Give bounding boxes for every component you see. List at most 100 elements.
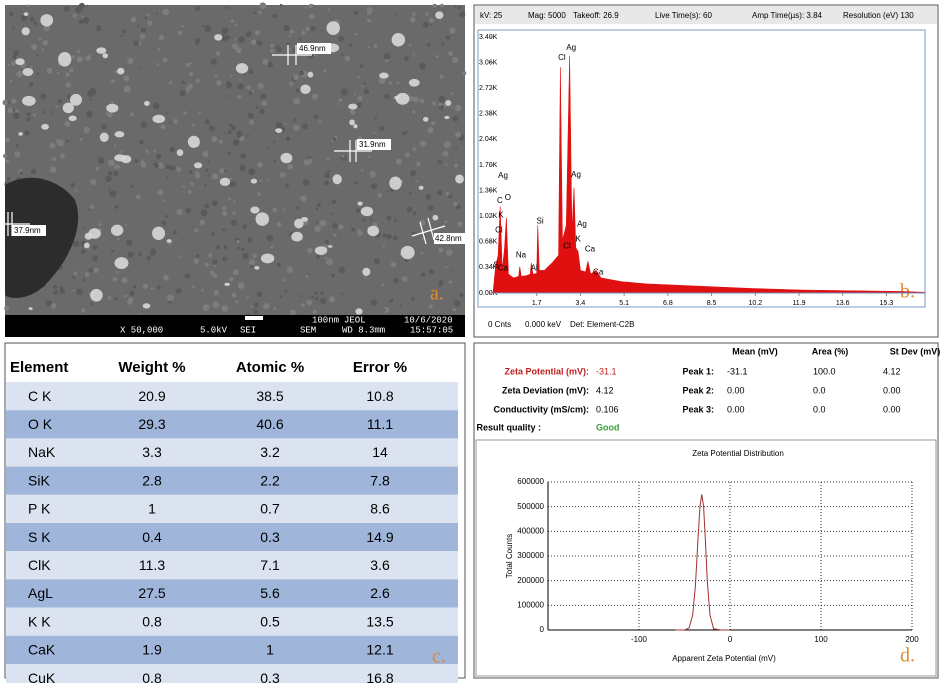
sem-grain xyxy=(299,294,303,298)
sem-grain xyxy=(11,61,16,66)
sem-grain xyxy=(451,105,454,108)
sem-grain xyxy=(156,285,161,290)
sem-grain xyxy=(389,81,393,85)
table-cell: 14.9 xyxy=(366,529,393,545)
sem-grain xyxy=(289,81,294,87)
sem-grain xyxy=(155,153,162,160)
sem-grain xyxy=(12,109,16,112)
x-tick-label: 8.5 xyxy=(707,300,717,307)
sem-grain xyxy=(215,245,221,250)
sem-grain xyxy=(110,79,115,84)
sem-grain xyxy=(80,249,86,255)
sem-grain xyxy=(312,93,319,100)
sem-grain xyxy=(210,58,217,65)
sem-info: 10/6/2020 xyxy=(404,315,453,325)
sem-particle xyxy=(193,162,203,169)
sem-grain xyxy=(11,26,15,29)
sem-grain xyxy=(324,180,330,186)
x-tick-label: 1.7 xyxy=(532,300,542,307)
sem-grain xyxy=(157,48,161,52)
edx-header-item: Resolution (eV) 130 xyxy=(843,11,914,20)
y-tick-label: 0.68K xyxy=(479,239,498,246)
sem-grain xyxy=(107,112,113,118)
sem-grain xyxy=(367,18,371,23)
y-tick-label: 2.04K xyxy=(479,136,498,143)
table-cell: 8.6 xyxy=(370,501,390,517)
sem-grain xyxy=(228,197,232,201)
sem-grain xyxy=(360,169,364,172)
sem-particle xyxy=(88,228,101,239)
sem-grain xyxy=(130,185,134,188)
sem-grain xyxy=(409,170,417,177)
sem-grain xyxy=(36,72,40,76)
sem-grain xyxy=(293,97,300,105)
sem-grain xyxy=(383,309,386,312)
sem-grain xyxy=(114,297,118,301)
sem-particle xyxy=(291,231,303,242)
zeta-cell: Peak 2: xyxy=(682,385,714,395)
sem-grain xyxy=(284,183,289,188)
sem-grain xyxy=(341,292,344,295)
sem-grain xyxy=(89,98,92,101)
sem-grain xyxy=(302,179,310,186)
sem-grain xyxy=(369,218,373,221)
sem-grain xyxy=(260,93,267,100)
sem-grain xyxy=(124,224,128,227)
edx-footer-item: 0.000 keV xyxy=(525,320,562,329)
sem-grain xyxy=(404,258,409,263)
sem-grain xyxy=(242,252,249,260)
sem-grain xyxy=(430,23,433,26)
sem-grain xyxy=(9,79,13,83)
sem-grain xyxy=(310,25,316,32)
sem-grain xyxy=(326,258,333,266)
sem-grain xyxy=(420,272,426,277)
sem-grain xyxy=(384,93,390,100)
sem-grain xyxy=(86,4,89,7)
sem-grain xyxy=(173,119,178,124)
table-cell: 12.1 xyxy=(366,642,393,658)
sem-grain xyxy=(292,74,299,81)
sem-grain xyxy=(282,208,286,211)
sem-grain xyxy=(428,268,435,275)
sem-grain xyxy=(332,137,336,141)
peak-label: Ca xyxy=(498,263,509,272)
sem-grain xyxy=(221,27,229,34)
sem-grain xyxy=(201,24,205,28)
sem-grain xyxy=(41,48,44,51)
table-cell: 3.2 xyxy=(260,444,280,460)
sem-grain xyxy=(404,152,410,158)
sem-grain xyxy=(123,85,131,93)
sem-grain xyxy=(248,168,256,176)
panel-label: a. xyxy=(430,283,444,305)
sem-grain xyxy=(306,299,313,306)
sem-grain xyxy=(281,278,286,283)
sem-grain xyxy=(402,276,408,282)
sem-grain xyxy=(307,158,313,164)
sem-grain xyxy=(193,258,199,264)
sem-measurement: 42.8nm xyxy=(435,234,462,243)
sem-grain xyxy=(182,185,186,188)
sem-particle xyxy=(422,116,429,122)
sem-info: 15:57:05 xyxy=(410,325,453,335)
sem-info: 5.0kV xyxy=(200,325,228,335)
sem-particle xyxy=(395,92,410,105)
sem-grain xyxy=(445,192,450,196)
sem-grain xyxy=(232,139,240,146)
table-cell: NaK xyxy=(28,444,56,460)
sem-grain xyxy=(24,130,30,136)
zeta-cell: 0.0 xyxy=(813,385,826,395)
sem-grain xyxy=(114,204,119,209)
sem-grain xyxy=(315,221,319,224)
zeta-cell: 0.00 xyxy=(883,404,901,414)
sem-grain xyxy=(72,13,77,18)
sem-grain xyxy=(455,147,458,150)
sem-grain xyxy=(296,206,300,210)
sem-grain xyxy=(195,171,199,175)
sem-particle xyxy=(400,245,415,260)
sem-grain xyxy=(58,99,63,104)
sem-grain xyxy=(228,123,233,128)
sem-particle xyxy=(432,214,439,221)
sem-grain xyxy=(202,304,210,312)
sem-grain xyxy=(207,160,211,164)
peak-label: O xyxy=(505,193,511,202)
